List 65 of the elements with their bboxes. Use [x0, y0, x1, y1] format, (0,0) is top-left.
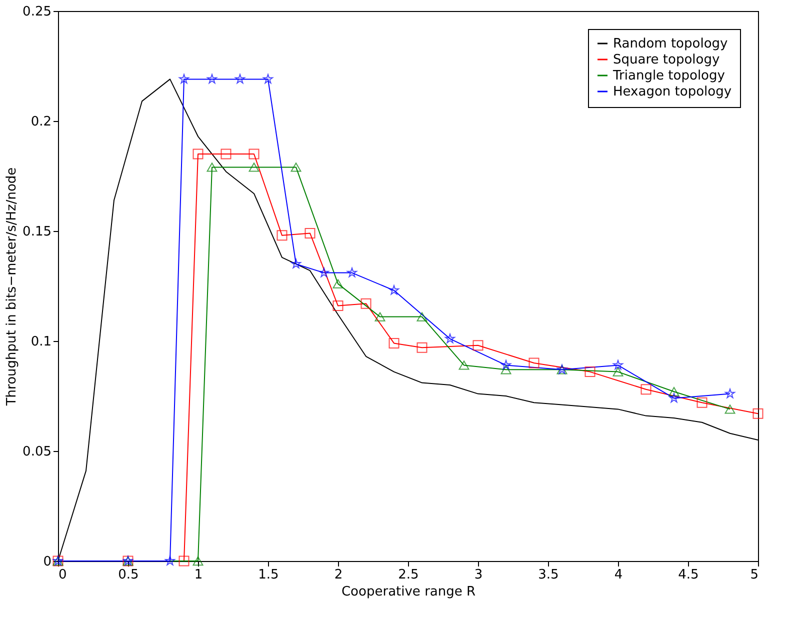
point	[290, 258, 302, 268]
point	[290, 162, 302, 172]
point	[458, 360, 470, 370]
legend-label: Hexagon topology	[613, 84, 732, 100]
x-tick-label: 0	[58, 568, 67, 582]
point	[332, 300, 344, 312]
point	[374, 312, 386, 322]
point	[206, 74, 218, 84]
x-tick-label: 4	[614, 568, 623, 582]
point	[528, 358, 540, 368]
x-tick-label: 3.5	[538, 568, 559, 582]
point	[500, 364, 512, 374]
point	[318, 268, 330, 278]
point	[220, 148, 232, 160]
point	[360, 298, 372, 309]
point	[640, 384, 652, 395]
point	[388, 285, 400, 295]
x-tick-label: 1.5	[258, 568, 279, 582]
point	[262, 74, 274, 84]
y-axis-title: Throughput in bits−meter/s/Hz/node	[4, 167, 20, 407]
y-tick-label: 0.1	[30, 334, 52, 350]
x-axis-title: Cooperative range R	[341, 584, 476, 600]
x-tick-label: 5	[750, 568, 758, 582]
point	[668, 392, 680, 403]
point	[444, 334, 456, 344]
legend-label: Triangle topology	[612, 68, 726, 84]
point	[178, 74, 190, 84]
y-tick-label: 0.05	[22, 444, 52, 460]
point	[752, 408, 764, 419]
point	[192, 556, 204, 566]
point	[192, 148, 204, 160]
x-tick-label: 2	[334, 568, 343, 582]
point	[304, 228, 316, 238]
x-tick-label: 1	[194, 568, 203, 582]
point	[416, 342, 428, 353]
legend-label: Random topology	[613, 36, 728, 52]
point	[178, 556, 190, 566]
point	[206, 162, 218, 172]
point	[248, 162, 260, 172]
x-tick-label: 2.5	[398, 568, 419, 582]
x-tick-label: 4.5	[678, 568, 699, 582]
point	[500, 360, 512, 370]
y-tick-label: 0.25	[22, 4, 52, 20]
y-tick-label: 0.2	[30, 114, 52, 130]
point	[248, 148, 260, 160]
point	[696, 397, 708, 408]
point	[472, 340, 484, 351]
point	[724, 404, 736, 414]
y-tick-label: 0.15	[22, 224, 52, 240]
point	[164, 556, 176, 566]
point	[668, 386, 680, 396]
x-tick-label: 3	[474, 568, 483, 582]
point	[346, 268, 358, 278]
point	[332, 279, 344, 288]
point	[612, 367, 624, 376]
point	[416, 312, 428, 322]
point	[584, 366, 596, 378]
point	[234, 74, 246, 84]
y-tick-label: 0	[43, 554, 52, 570]
x-tick-label: 0.5	[118, 568, 139, 582]
point	[724, 388, 736, 398]
point	[276, 230, 288, 241]
point	[388, 338, 400, 348]
point	[612, 360, 624, 370]
legend-label: Square topology	[613, 52, 720, 68]
